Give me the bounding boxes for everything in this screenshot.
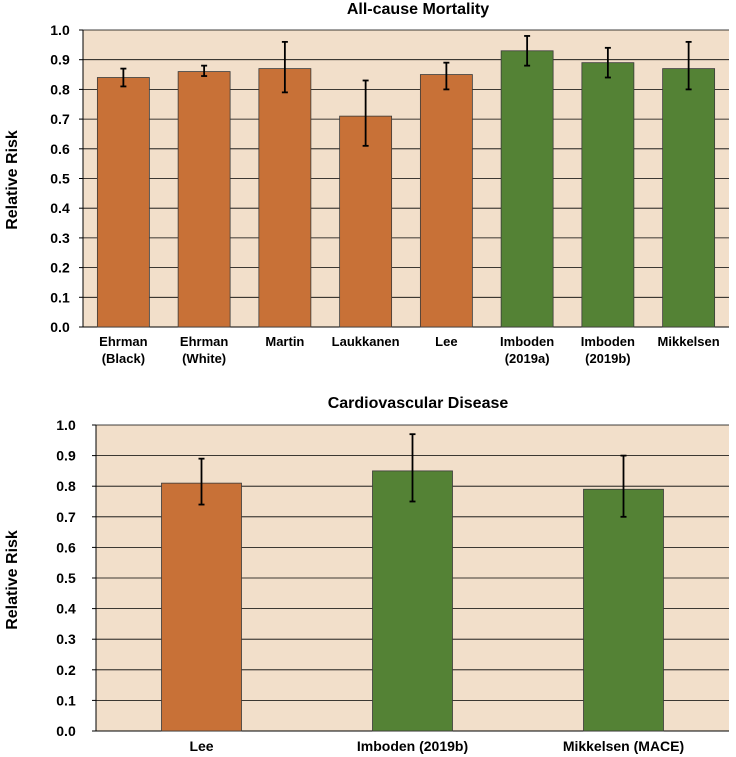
bar [583,488,664,732]
bar [419,74,473,328]
bar [581,62,635,328]
y-tick-label: 0.2 [56,662,76,678]
x-tick-label: Mikkelsen (MACE) [563,738,684,754]
x-tick-label: Imboden [581,334,635,349]
y-tick-label: 0.7 [56,509,76,525]
bar [339,115,393,328]
bar [96,77,150,328]
y-tick-label: 0.0 [50,319,70,335]
chart-title: Cardiovascular Disease [328,395,509,412]
y-tick-label: 1.0 [56,417,76,433]
y-tick-label: 0.6 [56,539,76,555]
chart-all-cause-mortality: 0.0 0.1 0.2 0.3 0.4 0.5 0.6 0.7 0.8 0.9 1.0 Ehrman (… [4,1,729,366]
bar [372,470,453,732]
y-tick-label: 0.9 [56,448,76,464]
x-tick-label: Imboden [500,334,554,349]
x-tick-label: Martin [265,334,304,349]
bar [662,68,716,328]
y-tick-label: 0.5 [56,570,76,586]
x-tick-label: Imboden (2019b) [357,738,468,754]
y-tick-label: 0.8 [56,478,76,494]
x-tick-label: Laukkanen [332,334,400,349]
x-tick-label: (Black) [102,351,145,366]
bar [177,71,231,328]
y-tick-label: 0.4 [56,601,76,617]
chart-cardiovascular-disease: 0.0 0.1 0.2 0.3 0.4 0.5 0.6 0.7 0.8 0.9 1.0 Lee Imbo… [4,395,729,754]
x-tick-label: Ehrman [180,334,228,349]
y-tick-label: 0.3 [56,631,76,647]
x-tick-label: (2019b) [585,351,631,366]
y-tick-label: 0.2 [50,260,70,276]
bar [161,482,242,732]
x-tick-label: Mikkelsen [658,334,720,349]
y-tick-label: 0.5 [50,171,70,187]
y-tick-label: 0.8 [50,81,70,97]
chart-title: All-cause Mortality [347,1,489,18]
x-tick-label: (2019a) [505,351,550,366]
y-axis-label: Relative Risk [4,130,21,230]
bar [500,50,554,328]
y-tick-label: 0.3 [50,230,70,246]
y-tick-label: 0.9 [50,52,70,68]
y-tick-label: 1.0 [50,22,70,38]
x-tick-label: (White) [182,351,226,366]
y-axis-label: Relative Risk [4,530,21,630]
y-tick-label: 0.1 [50,289,70,305]
y-tick-label: 0.1 [56,692,76,708]
x-tick-label: Lee [435,334,457,349]
y-tick-label: 0.6 [50,141,70,157]
y-tick-label: 0.4 [50,200,70,216]
bar [258,68,312,328]
y-tick-label: 0.0 [56,723,76,739]
x-tick-label: Ehrman [99,334,147,349]
y-tick-label: 0.7 [50,111,70,127]
x-tick-label: Lee [189,738,213,754]
